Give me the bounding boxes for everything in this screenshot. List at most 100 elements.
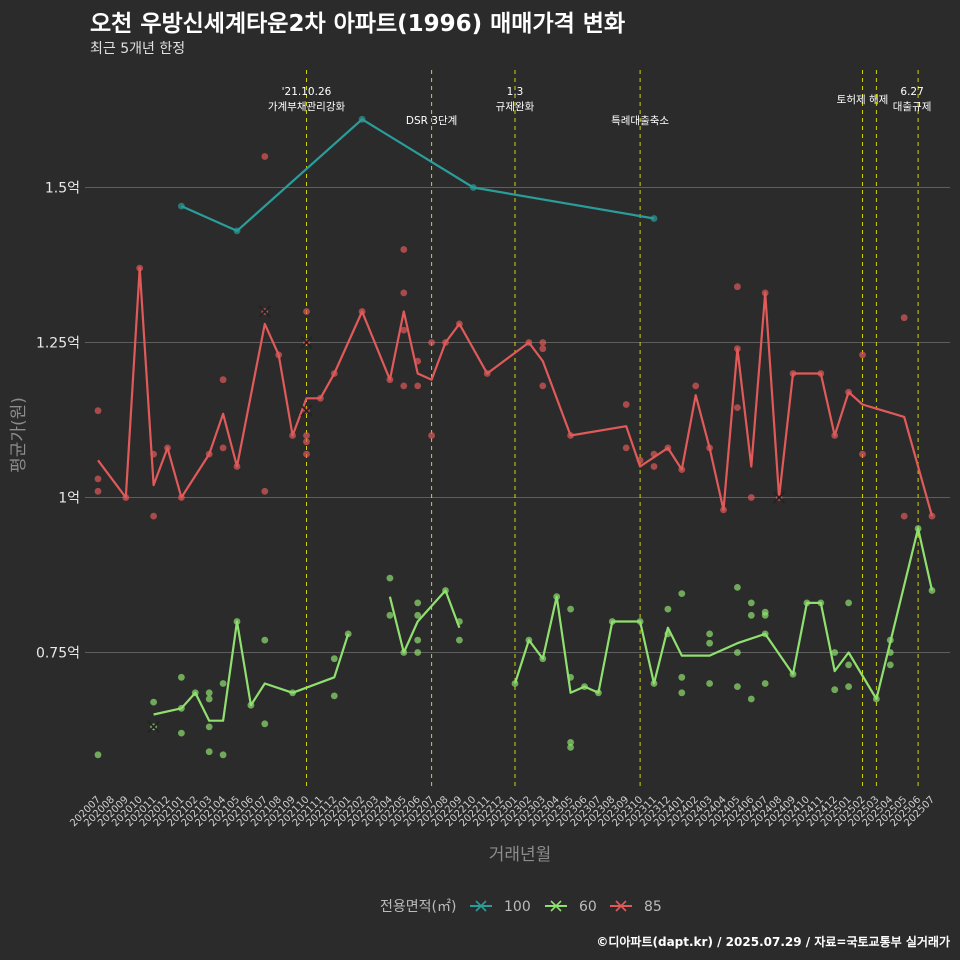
- grid-layer: [85, 187, 950, 653]
- data-point-60: [803, 599, 811, 607]
- x-axis-title: 거래년월: [489, 845, 552, 865]
- data-point-60: [94, 751, 102, 759]
- data-point-85: [678, 466, 686, 473]
- data-point-60: [414, 636, 422, 644]
- x-axis-ticks: 2020072020082020092020102020112020122021…: [68, 794, 937, 829]
- data-point-60: [330, 692, 338, 700]
- data-point-60: [845, 661, 852, 669]
- data-point-60: [205, 689, 213, 697]
- data-point-60: [219, 680, 227, 687]
- data-point-85: [539, 339, 547, 346]
- data-point-60: [706, 630, 713, 638]
- data-point-85: [539, 382, 547, 390]
- data-point-100: [650, 215, 658, 222]
- data-point-85: [706, 444, 713, 452]
- series-line-85: [97, 267, 934, 517]
- data-point-60: [178, 729, 185, 737]
- y-tick-label: 1억: [58, 491, 80, 507]
- data-point-60: [845, 599, 852, 607]
- data-point-60: [219, 751, 227, 759]
- data-point-85: [859, 351, 866, 359]
- data-point-60: [553, 593, 561, 601]
- data-point-60: [414, 599, 422, 607]
- data-point-60: [636, 618, 644, 625]
- data-point-60: [400, 649, 408, 656]
- data-point-85: [275, 351, 283, 359]
- data-point-85: [122, 494, 130, 501]
- data-point-60: [595, 689, 602, 697]
- data-point-85: [414, 382, 422, 390]
- y-tick-label: 1.25억: [36, 336, 80, 352]
- data-point-85: [94, 475, 102, 483]
- series-line-60: [513, 527, 934, 701]
- data-point-60: [289, 689, 296, 697]
- data-point-60: [581, 683, 588, 690]
- data-point-60: [831, 686, 839, 694]
- data-point-60: [205, 723, 213, 731]
- data-point-60: [608, 618, 616, 625]
- data-point-60: [664, 605, 672, 613]
- data-point-85: [900, 512, 908, 520]
- event-label: 토허제 해제: [837, 93, 889, 106]
- data-point-60: [344, 630, 352, 638]
- data-point-85: [650, 450, 658, 458]
- data-point-60: [567, 605, 574, 613]
- data-point-60: [233, 618, 241, 625]
- data-point-85: [831, 432, 839, 439]
- data-point-100: [233, 227, 241, 235]
- data-point-85: [289, 432, 296, 439]
- data-point-85: [845, 388, 852, 396]
- data-point-60: [761, 630, 769, 638]
- data-point-85: [233, 463, 241, 470]
- event-label: 특례대출축소: [611, 115, 669, 127]
- source-caption: ©디아파트(dapt.kr) / 2025.07.29 / 자료=국토교통부 실…: [596, 935, 950, 949]
- data-point-85: [150, 450, 158, 458]
- event-label: 1.3 규제완화: [496, 86, 535, 113]
- data-point-85: [567, 432, 574, 439]
- data-point-60: [886, 636, 894, 644]
- data-point-60: [886, 661, 894, 669]
- data-point-60: [205, 695, 213, 703]
- data-point-60: [205, 748, 213, 756]
- data-point-85: [400, 382, 408, 390]
- data-point-60: [734, 584, 741, 591]
- data-point-85: [414, 357, 422, 365]
- data-point-85: [789, 370, 797, 377]
- data-point-60: [761, 611, 769, 619]
- data-point-100: [469, 184, 477, 191]
- data-point-60: [261, 636, 269, 644]
- data-point-60: [261, 720, 269, 728]
- data-point-60: [747, 695, 755, 703]
- data-point-85: [386, 376, 394, 384]
- data-point-60: [525, 636, 533, 644]
- data-point-85: [928, 512, 936, 520]
- data-point-85: [303, 438, 310, 446]
- data-point-60: [734, 649, 741, 656]
- legend-item-85: 85: [610, 899, 662, 915]
- data-point-85: [303, 308, 310, 315]
- data-point-85: [219, 376, 227, 384]
- cancelled-marker-60: [147, 720, 160, 734]
- data-point-60: [914, 525, 922, 532]
- data-point-60: [178, 704, 185, 712]
- data-point-85: [692, 382, 700, 390]
- data-point-85: [622, 401, 630, 408]
- data-point-85: [664, 444, 672, 452]
- data-point-60: [511, 680, 519, 687]
- cancelled-marker-85: [772, 491, 786, 504]
- data-point-85: [456, 320, 463, 328]
- data-point-60: [386, 574, 394, 582]
- data-point-85: [358, 308, 366, 315]
- data-point-85: [330, 370, 338, 377]
- data-point-60: [706, 680, 713, 687]
- data-point-60: [442, 587, 449, 594]
- data-point-60: [456, 618, 463, 625]
- data-point-85: [164, 444, 171, 452]
- data-point-60: [150, 698, 158, 706]
- y-axis-ticks: 0.75억 1억 1.25억 1.5억: [36, 181, 80, 662]
- legend-title: 전용면적(㎡): [380, 899, 456, 915]
- data-point-85: [734, 283, 741, 291]
- legend-item-60: 60: [545, 899, 597, 915]
